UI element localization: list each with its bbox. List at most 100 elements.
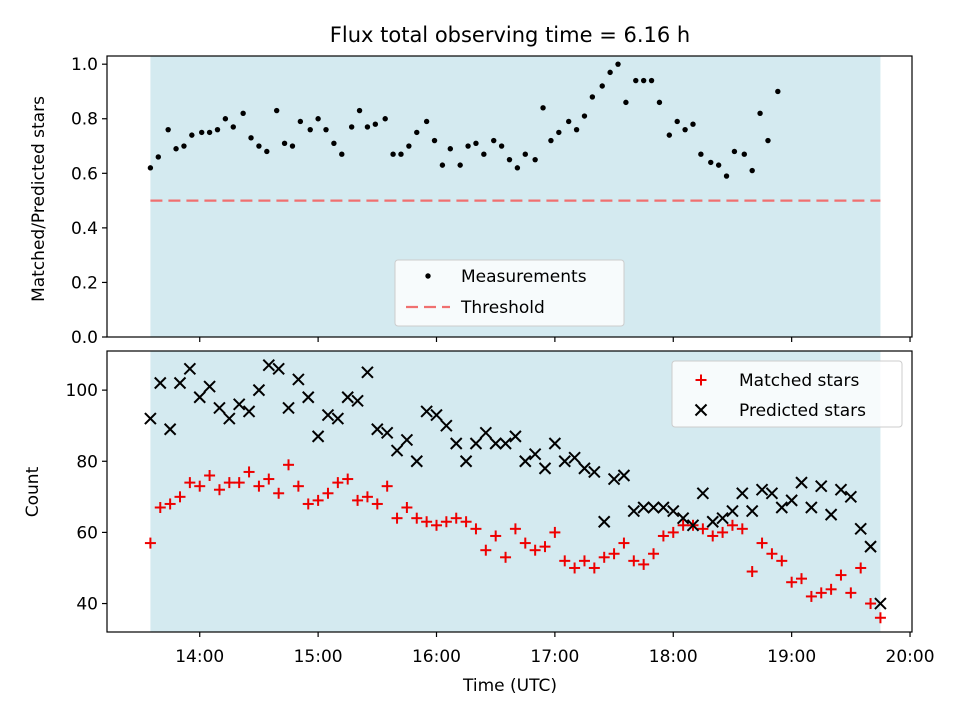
y-tick-label: 0.0 [71,328,98,348]
predicted-star-point [479,426,493,440]
measurement-point [708,159,714,166]
measurement-point [256,143,262,149]
x-tick-label: 19:00 [767,647,816,667]
matched-star-point [174,491,186,503]
matched-star-point [549,526,561,538]
matched-star-point [598,551,610,563]
measurement-point [398,151,404,157]
x-tick-label: 20:00 [886,647,935,667]
top-axes-frame [106,55,913,338]
measurement-point [222,116,229,122]
predicted-star-point [450,437,463,450]
matched-star-point [815,587,827,599]
predicted-star-point [144,412,157,425]
measurement-point [339,151,345,157]
matched-star-point [243,466,255,478]
measurement-point [741,151,747,157]
matched-star-point [401,502,413,514]
predicted-star-point [716,511,729,525]
matched-star-point [263,473,275,485]
measurement-point [382,116,388,122]
matched-star-point [529,544,541,556]
matched-star-point [184,477,196,489]
measurement-point [189,132,195,138]
matched-star-point [322,487,334,499]
x-tick-label: 14:00 [175,647,224,667]
measurement-point [723,173,730,179]
measurement-point [573,126,580,133]
predicted-star-point [815,479,828,493]
matched-star-point [736,523,748,535]
matched-star-point [825,583,837,595]
measurement-point [648,77,655,84]
predicted-star-point [252,383,266,397]
matched-star-point [677,519,689,531]
matched-star-point [332,477,344,489]
predicted-star-point [607,472,621,486]
matched-star-point [352,494,364,506]
matched-star-point [421,516,433,528]
matched-star-point [539,541,551,553]
measurement-point [690,121,696,127]
measurement-point [556,129,562,136]
predicted-star-point [755,483,769,496]
ratio-panel: 0.0 0.2 0.4 0.6 0.8 1.0 Matched/Predicted sta… [29,55,913,348]
y-tick-label: 60 [76,523,98,543]
measurement-point [498,143,505,149]
bottom-y-ticks: 40 60 80 100 [66,381,107,615]
predicted-star-point [193,391,206,404]
measurement-point [230,124,236,130]
measurement-point [364,124,371,130]
measurement-point [514,165,521,171]
bottom-y-axis-label: Count [23,466,43,517]
count-points [144,359,887,624]
predicted-star-point [173,376,187,390]
predicted-star-point [627,504,641,518]
measurement-point [522,151,528,157]
measurement-point [199,129,205,136]
measurement-point [589,94,596,100]
x-tick-label: 15:00 [294,647,343,667]
predicted-star-point [272,362,285,375]
predicted-star-point [844,490,858,504]
predicted-star-point [874,597,887,610]
predicted-star-point [154,376,167,390]
predicted-star-point [459,455,473,468]
matched-star-point [746,566,758,578]
y-tick-label: 0.4 [71,219,98,239]
matched-star-point [845,587,857,599]
predicted-star-point [410,455,423,468]
predicted-star-point [578,462,591,475]
y-tick-label: 80 [76,452,98,472]
measurement-point [666,132,673,138]
matched-star-point [509,523,521,535]
matched-star-point [283,459,295,471]
y-tick-label: 0.2 [71,273,98,293]
predicted-star-point [667,504,680,518]
matched-star-point [144,537,156,549]
measurement-point [214,126,221,133]
measurement-point [615,61,621,67]
predicted-star-point [745,504,759,518]
matched-star-point [667,526,679,538]
x-tick-label: 18:00 [649,647,698,667]
matched-star-point [302,498,314,510]
predicted-star-point [302,391,315,404]
predicted-star-point [637,501,650,514]
matched-star-point [233,477,245,489]
measurement-point [775,88,781,95]
matched-star-point [500,551,512,563]
measurement-point [281,140,288,147]
measurement-point [532,156,538,163]
measurement-point [264,148,270,155]
predicted-star-point [390,444,404,457]
predicted-star-point [163,423,177,436]
legend-measurements-label: Measurements [461,267,587,287]
y-tick-label: 1.0 [71,55,98,75]
matched-star-point [618,537,630,549]
measurement-point [323,126,329,133]
matched-star-point [450,512,462,524]
predicted-star-point [824,508,838,521]
measurement-point [173,146,179,152]
